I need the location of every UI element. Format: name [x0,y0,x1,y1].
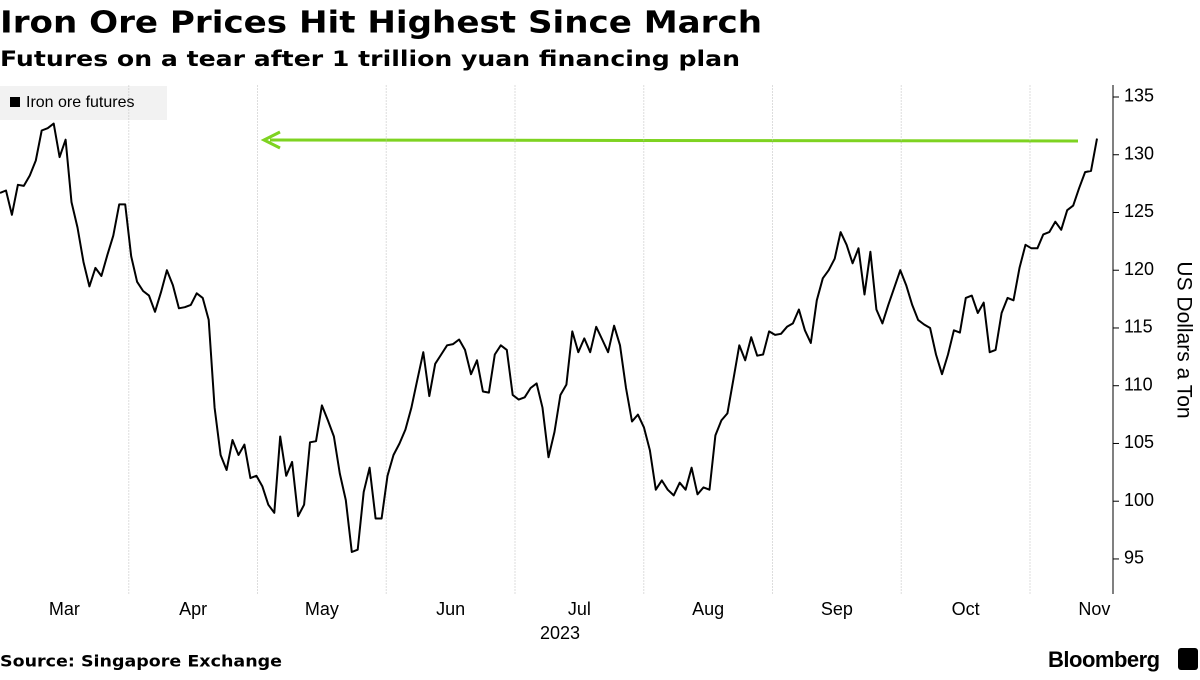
x-tick-label: Sep [821,599,853,619]
x-tick-label: Oct [952,599,980,619]
x-axis-year: 2023 [540,623,580,643]
annotation-arrowhead [260,130,281,150]
annotation-arrow [269,138,1079,143]
x-tick-label: Jul [568,599,591,619]
y-axis-label: US Dollars a Ton [1172,261,1195,418]
x-tick-label: Apr [179,599,207,619]
x-tick-label: Jun [436,599,465,619]
chart-subtitle: Futures on a tear after 1 trillion yuan … [0,47,740,71]
legend-label: Iron ore futures [26,94,135,111]
brand-icon [1178,648,1198,670]
chart-title: Iron Ore Prices Hit Highest Since March [0,6,762,41]
data-line [0,122,1098,553]
x-tick-label: May [305,599,339,619]
y-tick-label: 110 [1124,374,1153,394]
legend-box [0,86,167,120]
brand: Bloomberg [1048,647,1160,672]
y-tick-label: 95 [1124,548,1144,568]
y-tick-label: 130 [1124,143,1154,163]
x-tick-label: Aug [692,599,724,619]
y-tick-label: 100 [1124,490,1154,510]
y-tick-label: 125 [1124,201,1154,221]
y-tick-label: 105 [1124,432,1154,452]
legend-swatch [10,97,20,107]
x-tick-label: Mar [49,599,80,619]
y-tick-label: 120 [1124,259,1154,279]
x-tick-label: Nov [1078,599,1110,619]
source: Source: Singapore Exchange [0,652,282,671]
y-tick-label: 115 [1124,317,1153,337]
y-tick-label: 135 [1124,86,1154,106]
